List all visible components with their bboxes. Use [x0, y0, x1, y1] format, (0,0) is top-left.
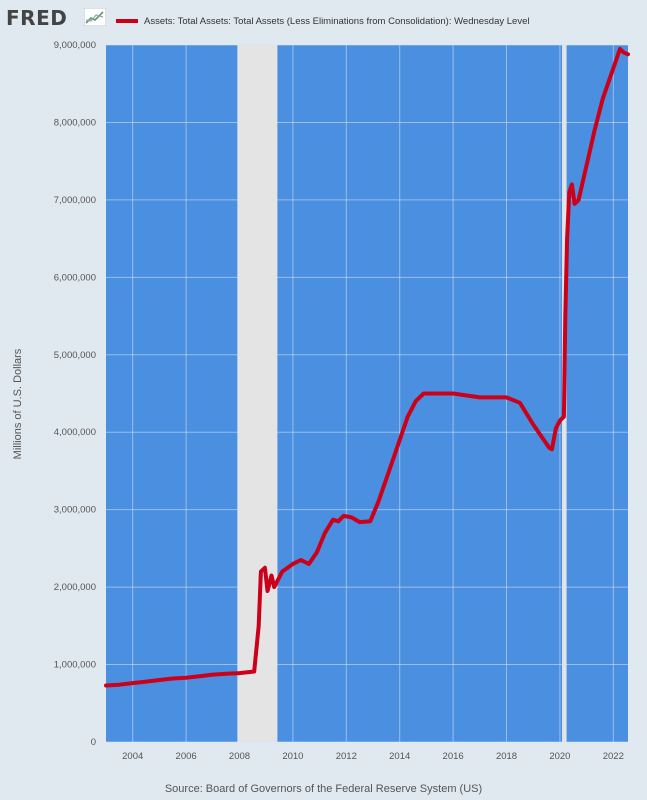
x-tick-label: 2018: [496, 751, 517, 762]
fred-chart-icon: [84, 8, 106, 26]
x-tick-label: 2014: [389, 751, 410, 762]
x-tick-label: 2020: [549, 751, 570, 762]
y-tick-label: 6,000,000: [54, 272, 96, 283]
x-tick-label: 2010: [282, 751, 303, 762]
y-tick-label: 7,000,000: [54, 195, 96, 206]
x-tick-label: 2016: [443, 751, 464, 762]
chart-source: Source: Board of Governors of the Federa…: [164, 783, 483, 795]
y-tick-label: 2,000,000: [54, 582, 96, 593]
x-tick-label: 2012: [336, 751, 357, 762]
legend-series-name: Assets: Total Assets: Total Assets (Less…: [144, 15, 530, 27]
fred-logo[interactable]: FRED: [6, 6, 68, 30]
series-line: [104, 46, 630, 688]
plot-area: [106, 45, 628, 742]
x-tick-label: 2022: [603, 751, 624, 762]
y-axis-ticks: 0 1,000,000 2,000,000 3,000,000 4,000,000 5,0…: [54, 40, 96, 748]
x-axis-ticks: 2004 2006 2008 2010 2012 2014 2016 2018 2020 2022: [122, 751, 624, 762]
chart-legend: Assets: Total Assets: Total Assets (Less…: [116, 14, 529, 28]
chart-header: FRED Assets: Total Assets: Total Assets …: [0, 0, 647, 36]
y-tick-label: 1,000,000: [54, 660, 96, 671]
y-tick-label: 4,000,000: [54, 427, 96, 438]
legend-swatch: [116, 19, 138, 23]
x-tick-label: 2004: [122, 751, 143, 762]
gridlines: [106, 44, 628, 743]
x-tick-label: 2008: [229, 751, 250, 762]
y-tick-label: 3,000,000: [54, 505, 96, 516]
y-tick-label: 0: [91, 737, 96, 748]
y-tick-label: 8,000,000: [54, 117, 96, 128]
y-tick-label: 5,000,000: [54, 350, 96, 361]
y-tick-label: 9,000,000: [54, 40, 96, 51]
x-tick-label: 2006: [176, 751, 197, 762]
